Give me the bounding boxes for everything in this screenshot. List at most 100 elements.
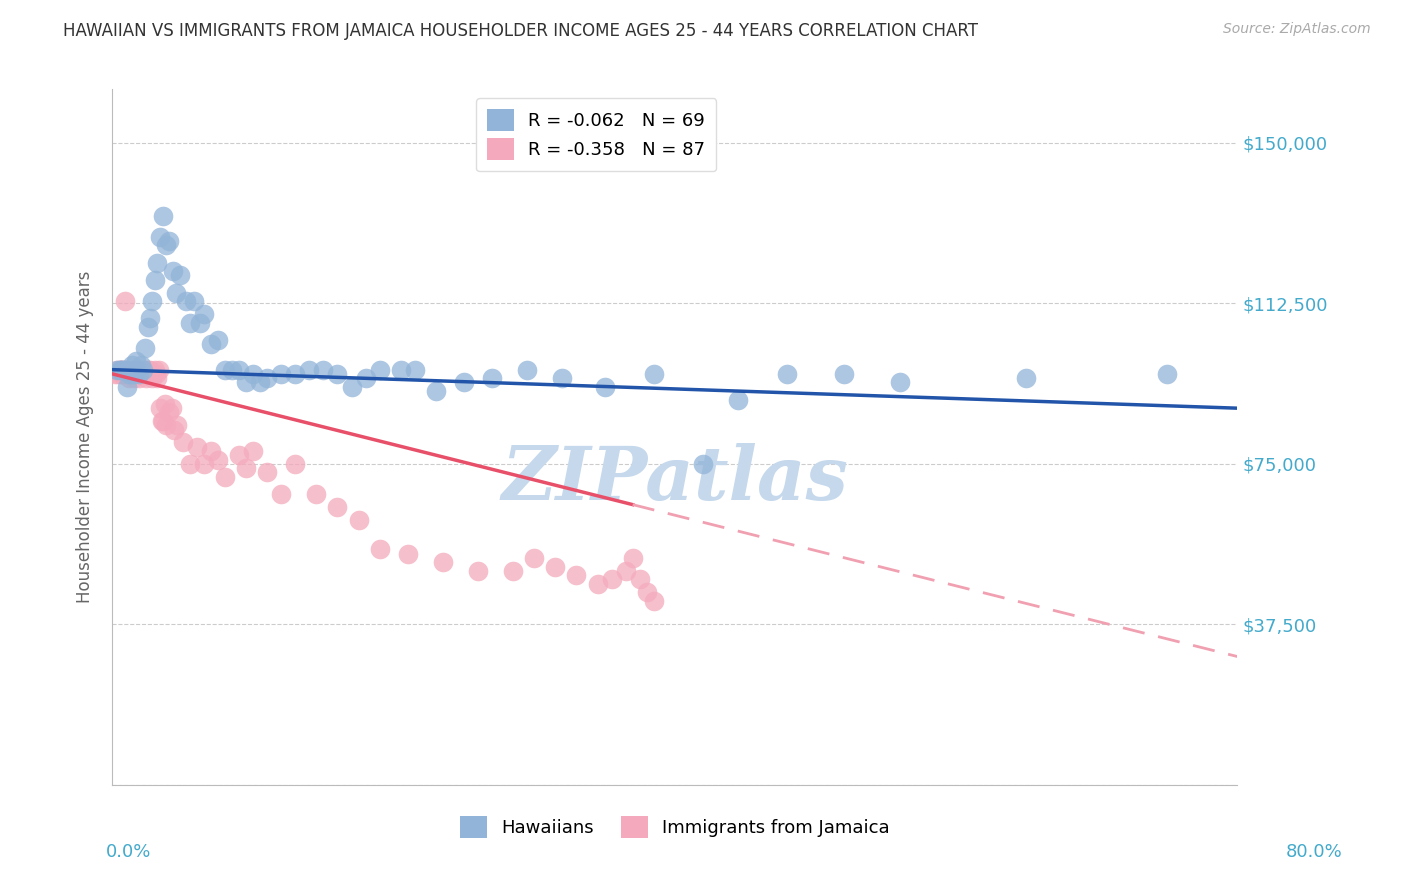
Point (120, 362, 142, 376)
Point (136, 362, 159, 376)
Point (326, 500, 349, 514)
Point (114, 294, 136, 309)
Point (551, 371, 574, 385)
Point (169, 268, 191, 283)
Point (162, 264, 184, 278)
Point (139, 311, 162, 326)
Point (165, 285, 187, 300)
Point (129, 359, 152, 373)
Point (112, 362, 135, 376)
Point (152, 414, 174, 428)
Point (142, 367, 165, 381)
Point (502, 564, 524, 578)
Point (110, 362, 132, 376)
Point (146, 371, 169, 385)
Point (242, 367, 264, 381)
Point (145, 367, 167, 381)
Point (115, 380, 138, 394)
Point (172, 435, 194, 450)
Point (221, 362, 243, 376)
Point (1015, 371, 1038, 385)
Text: Source: ZipAtlas.com: Source: ZipAtlas.com (1223, 22, 1371, 37)
Point (108, 362, 131, 376)
Point (692, 457, 714, 471)
Point (149, 230, 172, 244)
Point (138, 367, 160, 381)
Point (134, 341, 156, 355)
Point (127, 362, 149, 376)
Point (1156, 367, 1178, 381)
Point (256, 371, 278, 385)
Point (565, 568, 588, 582)
Point (143, 273, 166, 287)
Point (105, 362, 128, 376)
Point (643, 367, 665, 381)
Point (235, 376, 257, 390)
Point (124, 362, 146, 376)
Point (256, 466, 278, 480)
Point (124, 362, 146, 376)
Point (118, 367, 141, 381)
Point (141, 371, 163, 385)
Point (115, 362, 138, 376)
Point (160, 401, 183, 416)
Point (120, 367, 142, 381)
Point (108, 362, 131, 376)
Point (117, 362, 139, 376)
Point (636, 585, 658, 599)
Point (166, 418, 188, 433)
Point (122, 362, 145, 376)
Point (105, 362, 128, 376)
Point (127, 362, 149, 376)
Point (141, 294, 163, 309)
Point (136, 319, 159, 334)
Point (586, 576, 609, 591)
Point (186, 440, 208, 454)
Point (467, 564, 489, 578)
Point (120, 367, 142, 381)
Point (727, 392, 749, 407)
Point (104, 367, 127, 381)
Point (118, 371, 141, 385)
Point (135, 371, 157, 385)
Text: HAWAIIAN VS IMMIGRANTS FROM JAMAICA HOUSEHOLDER INCOME AGES 25 - 44 YEARS CORREL: HAWAIIAN VS IMMIGRANTS FROM JAMAICA HOUS… (63, 22, 979, 40)
Point (125, 362, 148, 376)
Point (179, 316, 201, 330)
Point (157, 234, 180, 248)
Point (523, 551, 546, 566)
Point (621, 551, 644, 566)
Point (200, 337, 222, 351)
Point (107, 367, 129, 381)
Point (193, 457, 215, 471)
Point (134, 362, 156, 376)
Point (117, 367, 139, 381)
Point (284, 457, 307, 471)
Point (150, 414, 173, 428)
Point (389, 362, 412, 376)
Point (153, 397, 176, 411)
Point (174, 294, 197, 309)
Point (122, 367, 145, 381)
Point (127, 367, 149, 381)
Point (832, 367, 855, 381)
Point (614, 564, 637, 578)
Point (157, 405, 180, 419)
Point (368, 362, 391, 376)
Point (112, 367, 135, 381)
Point (152, 209, 174, 223)
Point (163, 423, 186, 437)
Point (114, 362, 136, 376)
Point (312, 362, 335, 376)
Point (305, 487, 328, 501)
Point (128, 362, 150, 376)
Point (125, 354, 148, 368)
Point (128, 371, 150, 385)
Point (108, 362, 131, 376)
Legend: Hawaiians, Immigrants from Jamaica: Hawaiians, Immigrants from Jamaica (453, 809, 897, 846)
Point (128, 367, 150, 381)
Point (193, 307, 215, 321)
Point (121, 367, 143, 381)
Point (125, 362, 148, 376)
Point (188, 316, 211, 330)
Point (179, 457, 201, 471)
